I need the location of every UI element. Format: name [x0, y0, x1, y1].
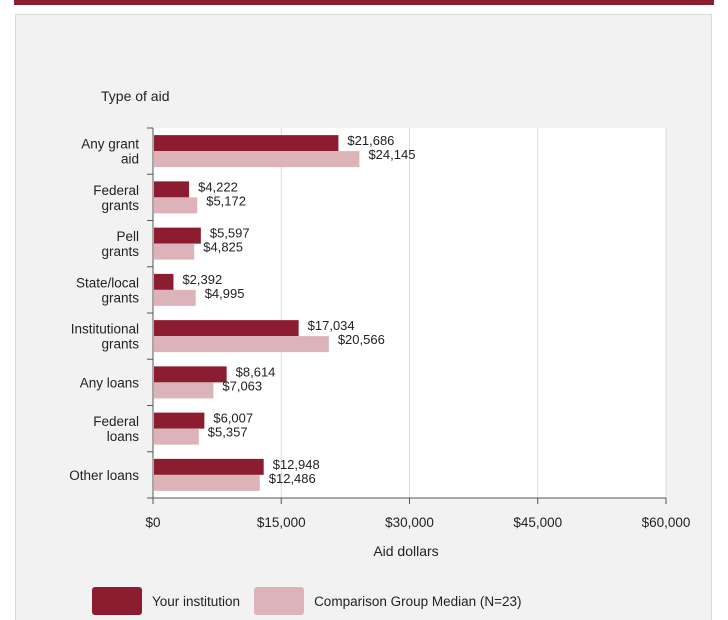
category-label: grants	[101, 198, 139, 213]
y-axis-title: Type of aid	[101, 88, 170, 104]
data-label-comparison-group: $24,145	[368, 147, 415, 162]
legend-swatch-comparison-group	[254, 587, 305, 615]
data-label-comparison-group: $20,566	[338, 332, 385, 347]
bar-your-institution	[154, 181, 190, 198]
axes	[147, 127, 667, 504]
bar-your-institution	[154, 366, 227, 383]
legend-swatch-your-institution	[92, 587, 142, 615]
category-label: Federal	[93, 183, 139, 198]
bar-comparison-group	[154, 197, 198, 214]
data-label-comparison-group: $5,357	[208, 425, 248, 440]
category-label: grants	[101, 337, 139, 352]
x-tick-label: $45,000	[513, 515, 562, 530]
data-label-your-institution: $2,392	[182, 272, 222, 287]
legend-label-your-institution: Your institution	[152, 593, 241, 609]
data-label-your-institution: $4,222	[198, 179, 238, 194]
category-label: grants	[101, 244, 139, 259]
bar-comparison-group	[154, 243, 195, 260]
bar-comparison-group	[154, 289, 196, 306]
data-label-comparison-group: $5,172	[206, 193, 246, 208]
top-rule	[14, 0, 714, 5]
x-tick-label: $60,000	[642, 515, 691, 530]
category-label: State/local	[76, 275, 139, 290]
data-label-your-institution: $8,614	[236, 364, 276, 379]
category-label: Any grant	[81, 137, 139, 152]
bars	[154, 135, 360, 491]
bar-your-institution	[154, 412, 205, 429]
legend-item-your-institution[interactable]: Your institution	[92, 587, 240, 615]
bar-comparison-group	[154, 336, 329, 353]
category-label: Federal	[93, 414, 139, 429]
category-label: Other loans	[69, 468, 139, 483]
category-label: Any loans	[80, 375, 140, 390]
data-label-your-institution: $6,007	[213, 411, 253, 426]
data-label-your-institution: $17,034	[308, 318, 355, 333]
category-label: Pell	[116, 229, 139, 244]
x-tick-label: $0	[145, 515, 160, 530]
category-label: loans	[107, 429, 140, 444]
bar-your-institution	[154, 227, 201, 244]
bar-your-institution	[154, 320, 299, 337]
category-label: grants	[101, 290, 139, 305]
data-label-comparison-group: $4,825	[203, 240, 243, 255]
legend-label-comparison-group: Comparison Group Median (N=23)	[314, 593, 522, 609]
labels: $0 $15,000 $30,000 $45,000 $60,000 Any granta…	[69, 133, 690, 530]
legend: Your institution Comparison Group Median…	[92, 587, 522, 615]
x-tick-label: $15,000	[257, 515, 306, 530]
category-label: Institutional	[71, 322, 139, 337]
data-label-comparison-group: $4,995	[205, 286, 245, 301]
x-axis-title: Aid dollars	[373, 543, 439, 559]
bar-comparison-group	[154, 428, 199, 445]
data-label-your-institution: $21,686	[347, 133, 394, 148]
bar-your-institution	[154, 135, 339, 152]
category-label: aid	[121, 152, 139, 167]
bar-your-institution	[154, 458, 264, 475]
gridlines	[280, 128, 667, 498]
data-label-your-institution: $12,948	[273, 457, 320, 472]
data-label-your-institution: $5,597	[210, 226, 250, 241]
x-tick-label: $30,000	[385, 515, 434, 530]
legend-item-comparison-group[interactable]: Comparison Group Median (N=23)	[254, 587, 522, 615]
data-label-comparison-group: $12,486	[269, 471, 316, 486]
bar-your-institution	[154, 273, 174, 290]
bar-comparison-group	[154, 382, 214, 399]
bar-comparison-group	[154, 151, 360, 168]
bar-comparison-group	[154, 474, 260, 491]
data-label-comparison-group: $7,063	[222, 378, 262, 393]
